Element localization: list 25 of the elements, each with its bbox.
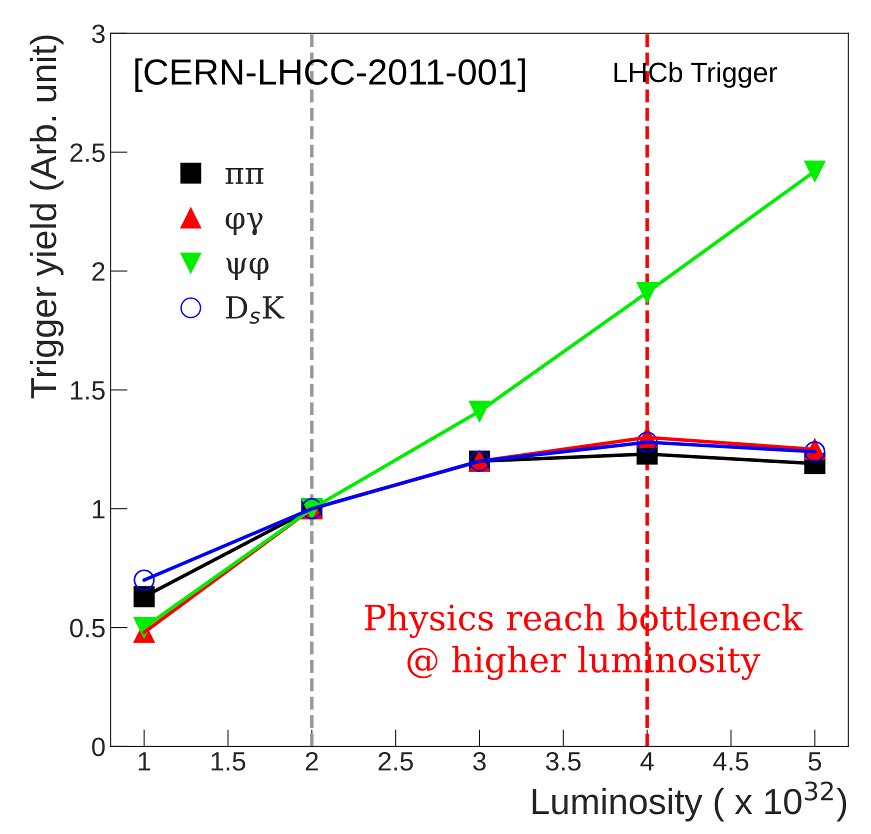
y-tick-label: 2.5 xyxy=(70,143,105,162)
x-tick-label: 4.5 xyxy=(713,752,748,771)
annotation: Physics reach bottleneck @ higher luminosity xyxy=(365,604,803,680)
x-tick-label: 1.5 xyxy=(212,752,246,771)
y-tick-label: 1.5 xyxy=(71,381,105,400)
y-tick-label: 0.5 xyxy=(70,618,105,638)
x-tick-label: 3 xyxy=(473,752,486,771)
legend-label: ππ xyxy=(226,168,264,184)
x-tick-label: 2 xyxy=(306,752,318,770)
x-axis-title: Luminosity ( x 10$^{32}$) xyxy=(532,781,846,822)
x-tick-label: 2.5 xyxy=(378,752,413,771)
y-tick-label: 0 xyxy=(92,738,105,756)
y-tick-label: 2 xyxy=(92,262,104,281)
annotation: [CERN-LHCC-2011-001] xyxy=(135,58,525,92)
x-tick-label: 3.5 xyxy=(546,752,581,771)
annotation: LHCb Trigger xyxy=(614,62,778,88)
y-axis-title: Trigger yield (Arb. unit) xyxy=(30,36,64,398)
legend-label: φγ xyxy=(226,212,263,236)
y-tick-label: 1 xyxy=(93,500,104,518)
x-tick-label: 5 xyxy=(808,752,822,771)
y-tick-label: 3 xyxy=(92,24,105,44)
x-tick-label: 4 xyxy=(640,752,654,770)
x-tick-label: 1 xyxy=(138,752,150,770)
legend-label: ψφ xyxy=(226,258,268,280)
legend-label: D$_{s}$K xyxy=(226,296,284,324)
